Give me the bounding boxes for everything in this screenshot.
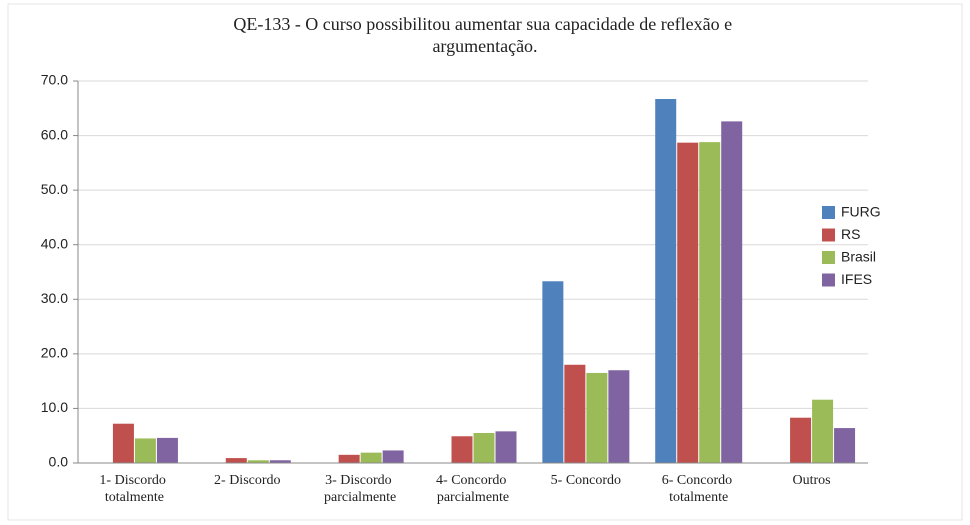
y-tick-label: 0.0: [49, 454, 69, 470]
x-tick-label: 5- Concordo: [551, 473, 621, 488]
x-tick-label: Outros: [793, 473, 831, 488]
y-tick-label: 30.0: [41, 290, 68, 306]
bar: [542, 281, 564, 463]
bar: [473, 432, 495, 463]
bar: [156, 437, 178, 463]
legend-label: Brasil: [841, 249, 876, 265]
legend-swatch: [822, 228, 835, 242]
y-tick-label: 70.0: [41, 72, 68, 88]
bar: [721, 121, 743, 463]
y-tick-label: 10.0: [41, 399, 68, 415]
x-tick-label: 3- Discordo parcialmente: [324, 473, 396, 505]
bar: [451, 436, 473, 463]
bar: [360, 452, 382, 463]
bar: [112, 423, 134, 463]
legend-swatch: [822, 273, 835, 287]
legend-label: RS: [841, 226, 860, 242]
bar: [834, 428, 856, 463]
x-tick-label: 6- Concordo totalmente: [662, 473, 736, 505]
y-tick-label: 50.0: [41, 181, 68, 197]
y-tick-label: 20.0: [41, 345, 68, 361]
bar: [495, 431, 517, 463]
bar: [382, 450, 404, 463]
y-tick-label: 40.0: [41, 235, 68, 251]
bar: [269, 460, 291, 463]
bar: [338, 454, 360, 463]
legend-label: IFES: [841, 271, 872, 287]
y-tick-label: 60.0: [41, 126, 68, 142]
bar: [247, 460, 269, 463]
bar: [812, 399, 834, 463]
legend-swatch: [822, 206, 835, 219]
legend-label: FURG: [841, 204, 881, 220]
x-tick-label: 4- Concordo parcialmente: [436, 473, 510, 505]
legend-swatch: [822, 251, 835, 264]
bar: [699, 142, 721, 463]
x-tick-label: 2- Discordo: [214, 473, 281, 488]
bar: [655, 99, 677, 463]
x-tick-label: 1- Discordo totalmente: [99, 473, 169, 505]
bar: [790, 417, 812, 463]
bar: [586, 372, 608, 463]
chart-title: QE-133 - O curso possibilitou aumentar s…: [233, 14, 736, 56]
bar: [608, 370, 630, 463]
bar: [677, 142, 699, 463]
bar: [225, 458, 247, 463]
bar: [134, 438, 156, 463]
bar: [564, 364, 586, 463]
